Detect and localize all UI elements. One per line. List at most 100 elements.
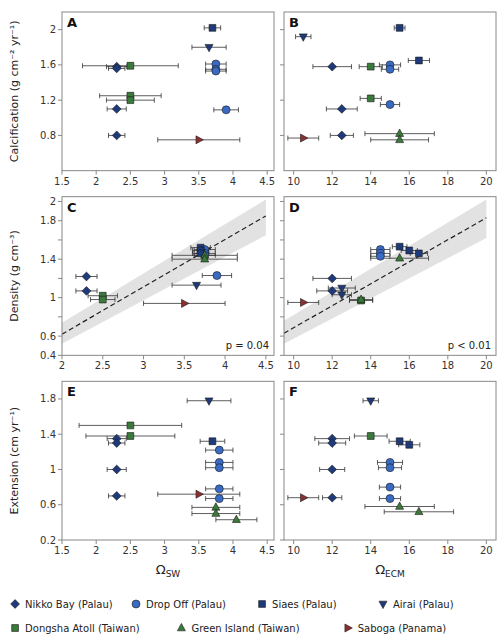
- y-tick: [280, 469, 284, 470]
- x-tick-label: 3: [161, 176, 167, 187]
- panel: 101214161820ΩECMF: [280, 381, 496, 579]
- y-tick: [280, 259, 284, 260]
- point: [300, 298, 307, 306]
- point: [396, 438, 403, 445]
- y-tick-label: 1: [50, 292, 56, 303]
- error-bar: [360, 96, 381, 101]
- x-tick-label: 4.5: [258, 360, 274, 371]
- x-tick: [370, 540, 371, 544]
- y-axis-label: Density (g cm⁻³): [8, 230, 21, 321]
- plot-frame: [62, 197, 274, 356]
- x-tick: [96, 540, 97, 544]
- error-bar: [394, 25, 405, 30]
- y-tick: [58, 504, 62, 505]
- plot-frame: [62, 381, 274, 540]
- y-axis-label: Extension (cm yr⁻¹): [8, 407, 21, 515]
- legend-marker: [259, 601, 266, 608]
- x-tick-label: 20: [480, 545, 493, 556]
- x-tick-label: 14: [364, 176, 377, 187]
- y-tick-label: 0.2: [40, 535, 56, 546]
- regression-line: [62, 216, 266, 334]
- legend-label: Siaes (Palau): [272, 599, 337, 610]
- point: [112, 105, 121, 114]
- panel: 1.522.533.544.50.81.21.62Calcification (…: [8, 12, 275, 187]
- annotation: p < 0.01: [448, 340, 491, 351]
- x-tick: [486, 540, 487, 544]
- point: [396, 24, 403, 31]
- x-tick-label: 12: [326, 176, 339, 187]
- x-tick: [409, 171, 410, 175]
- x-tick: [293, 540, 294, 544]
- x-tick-label: 12: [326, 545, 339, 556]
- x-tick-label: 1.5: [54, 176, 70, 187]
- panel-label: F: [289, 384, 298, 399]
- y-tick: [280, 278, 284, 279]
- x-tick: [62, 540, 63, 544]
- y-tick: [280, 239, 284, 240]
- y-tick: [280, 201, 284, 202]
- x-tick-label: 18: [441, 360, 454, 371]
- x-axis-label: ΩSW: [156, 562, 181, 579]
- point: [209, 438, 216, 445]
- x-tick: [96, 171, 97, 175]
- x-tick-label: 2: [93, 545, 99, 556]
- point: [396, 135, 404, 142]
- regression-line: [284, 218, 486, 333]
- error-bar: [91, 297, 115, 302]
- x-tick: [130, 171, 131, 175]
- x-axis-label-subscript: SW: [166, 569, 181, 579]
- x-tick-label: 10: [287, 545, 300, 556]
- point: [406, 441, 413, 448]
- point: [127, 433, 134, 440]
- x-tick: [332, 540, 333, 544]
- error-bar: [200, 439, 225, 444]
- x-tick: [265, 355, 266, 359]
- y-tick: [58, 316, 62, 317]
- y-tick: [58, 64, 62, 65]
- panel: 101214161820Dp < 0.01: [280, 197, 496, 372]
- legend-marker: [132, 600, 140, 608]
- y-axis-label: Calcification (g cm⁻² yr⁻¹): [8, 21, 21, 163]
- x-tick: [62, 355, 63, 359]
- x-tick-label: 3: [140, 360, 146, 371]
- y-tick-label: 2: [50, 196, 56, 207]
- x-tick-label: 3: [161, 545, 167, 556]
- point: [328, 62, 337, 71]
- x-tick-label: 4.5: [259, 176, 275, 187]
- plot-frame: [284, 12, 496, 171]
- legend-marker: [379, 601, 387, 608]
- point: [338, 292, 346, 299]
- x-tick: [164, 540, 165, 544]
- legend-marker: [177, 623, 185, 630]
- point: [215, 485, 223, 493]
- legend-label: Drop Off (Palau): [146, 599, 226, 610]
- x-tick: [225, 355, 226, 359]
- x-tick-label: 4: [230, 545, 236, 556]
- y-tick: [58, 100, 62, 101]
- legend-label: Saboga (Panama): [358, 623, 447, 634]
- legend-label: Airai (Palau): [393, 599, 454, 610]
- x-tick: [370, 355, 371, 359]
- point: [213, 272, 221, 280]
- x-tick: [267, 171, 268, 175]
- y-tick: [58, 135, 62, 136]
- point: [338, 285, 346, 292]
- x-tick: [486, 355, 487, 359]
- x-tick: [164, 171, 165, 175]
- confidence-band: [62, 200, 266, 344]
- panel-label: A: [67, 15, 77, 30]
- y-tick: [58, 398, 62, 399]
- error-bar: [79, 423, 182, 428]
- y-tick: [280, 135, 284, 136]
- point: [196, 490, 203, 498]
- point: [212, 509, 220, 516]
- point: [196, 136, 203, 144]
- x-tick: [447, 355, 448, 359]
- point: [328, 465, 337, 474]
- y-tick: [58, 540, 62, 541]
- error-bar: [86, 433, 175, 438]
- error-bar: [359, 64, 382, 69]
- x-tick-label: 4: [222, 360, 228, 371]
- x-tick: [267, 540, 268, 544]
- y-tick: [280, 398, 284, 399]
